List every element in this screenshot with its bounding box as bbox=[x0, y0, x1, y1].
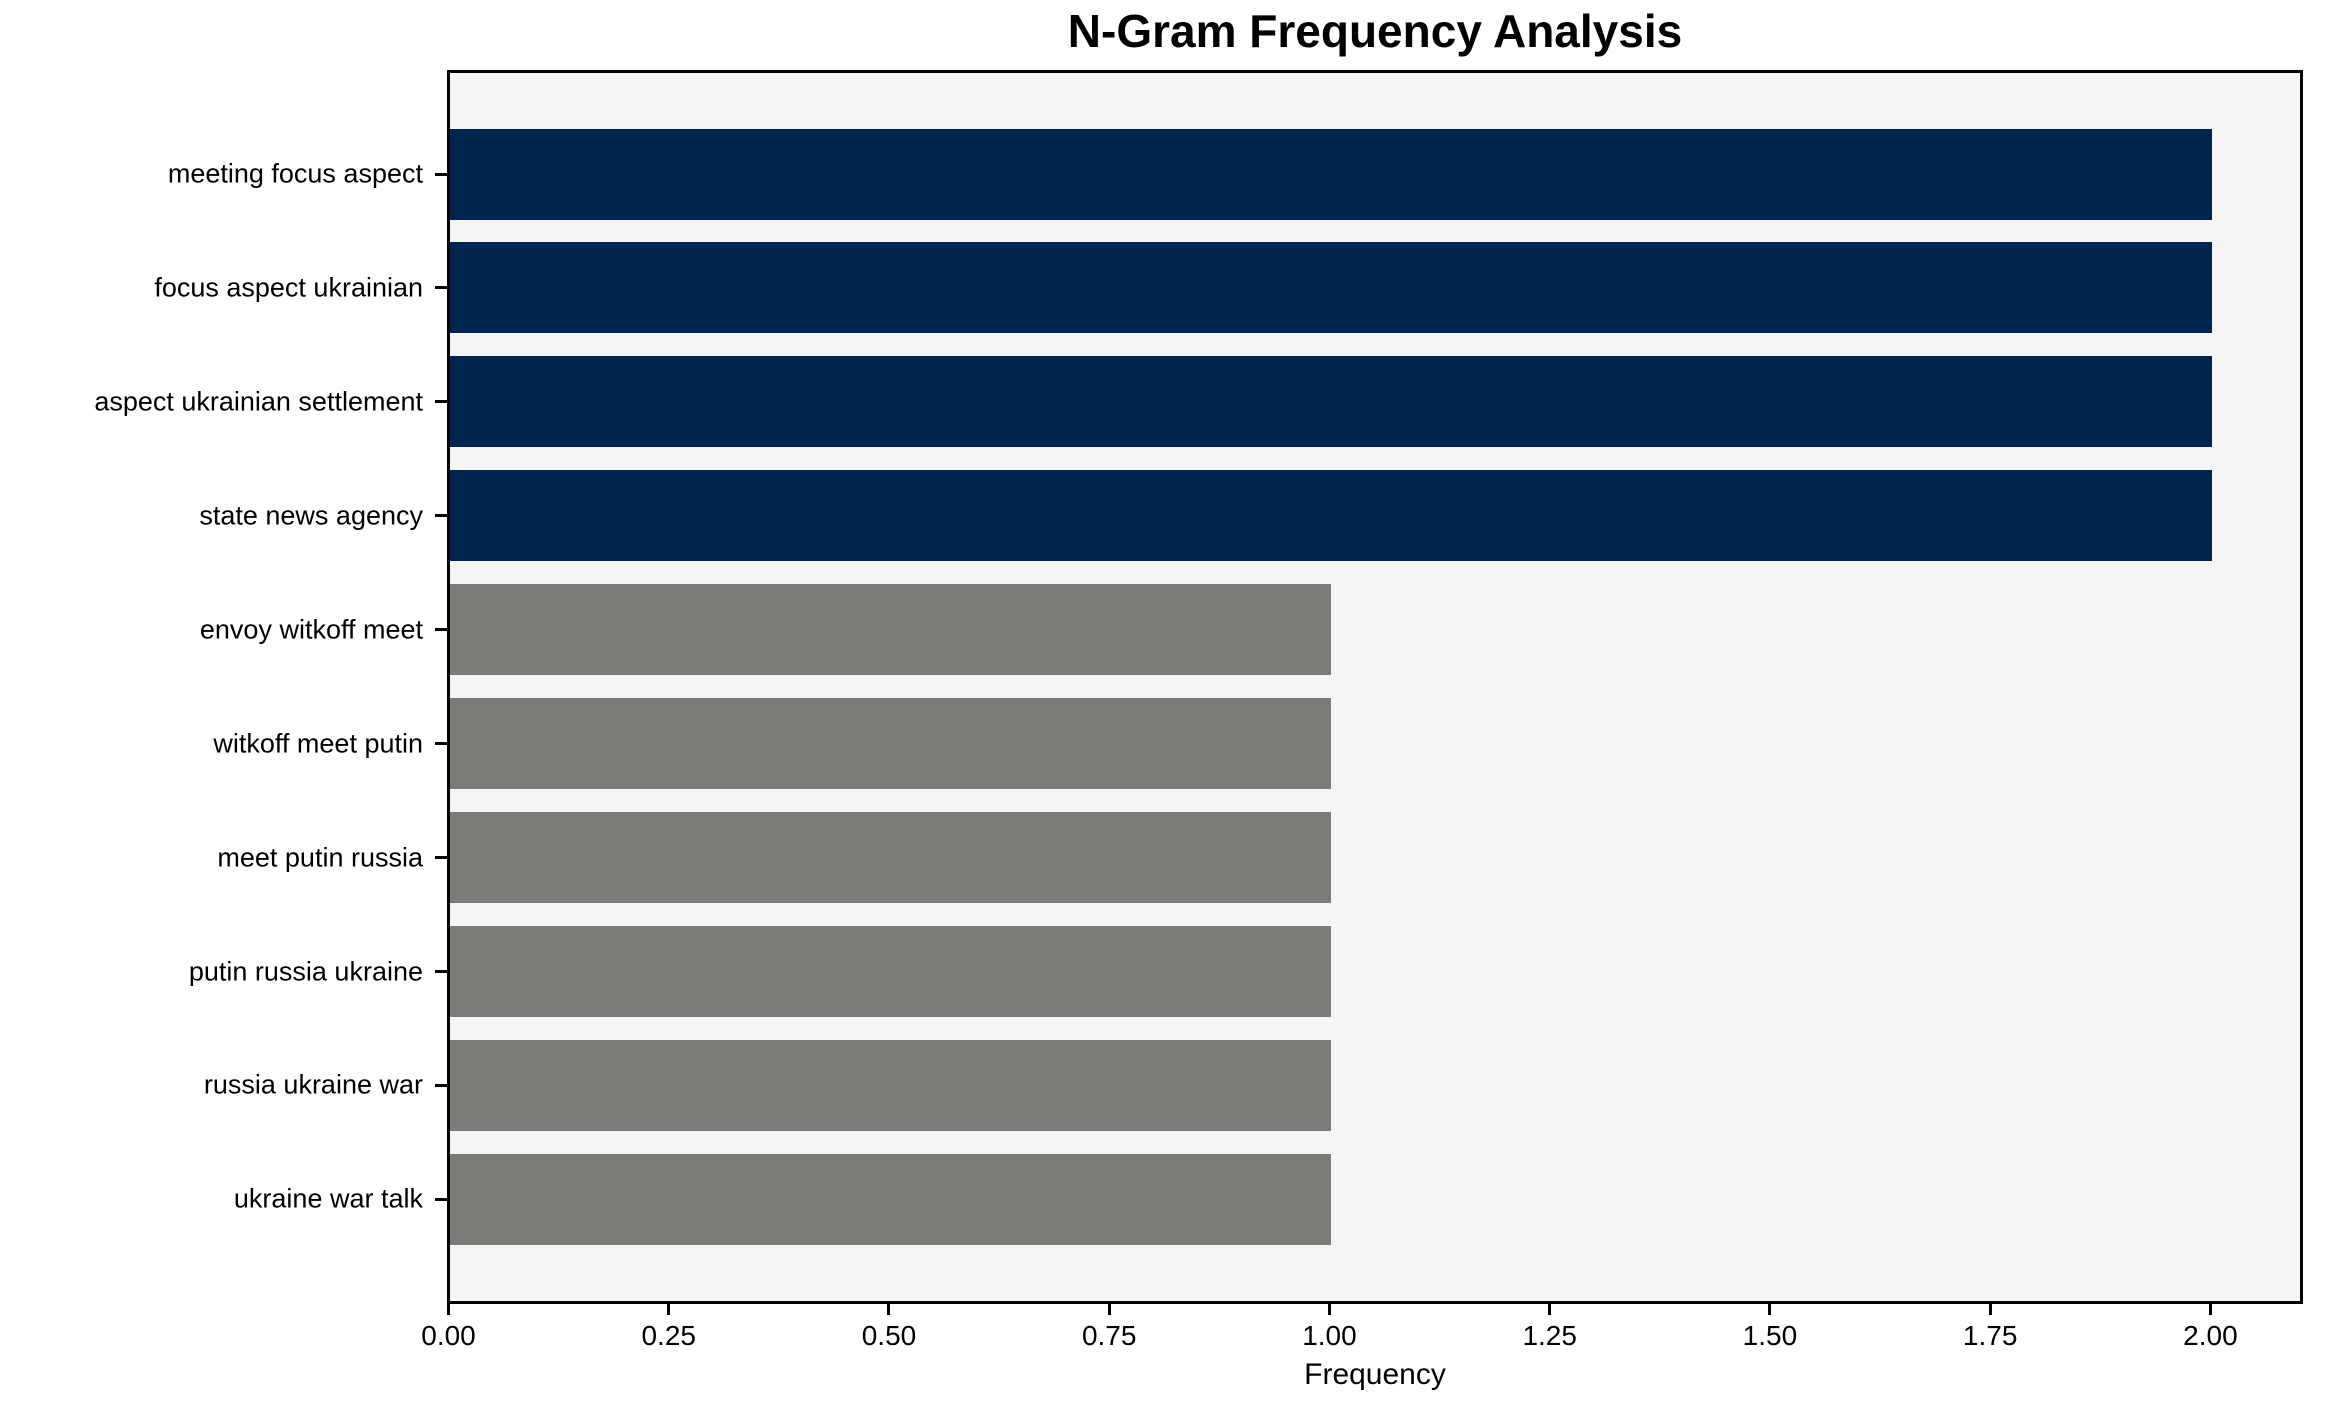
plot-area bbox=[447, 70, 2303, 1304]
y-tick-label: putin russia ukraine bbox=[188, 956, 423, 986]
bar bbox=[450, 584, 1331, 676]
y-tick bbox=[435, 1197, 447, 1201]
bar bbox=[450, 128, 2212, 220]
bar bbox=[450, 1039, 1331, 1131]
y-tick-label: witkoff meet putin bbox=[213, 728, 423, 759]
y-tick bbox=[435, 172, 447, 176]
x-tick-label: 1.25 bbox=[1522, 1320, 1577, 1351]
x-tick bbox=[1107, 1304, 1111, 1315]
x-tick-label: 1.00 bbox=[1302, 1320, 1357, 1351]
x-tick-label: 0.50 bbox=[861, 1320, 917, 1351]
bar bbox=[450, 1153, 1331, 1245]
bar bbox=[450, 812, 1331, 904]
x-tick bbox=[1768, 1304, 1772, 1315]
x-tick-label: 0.25 bbox=[641, 1320, 696, 1351]
bar bbox=[450, 698, 1331, 790]
bar bbox=[450, 926, 1331, 1017]
y-tick bbox=[435, 742, 447, 746]
bar bbox=[450, 356, 2212, 448]
bar bbox=[450, 242, 2212, 334]
x-axis-label: Frequency bbox=[1304, 1358, 1446, 1391]
x-tick-label: 1.75 bbox=[1962, 1320, 2018, 1351]
y-tick bbox=[435, 286, 447, 290]
y-tick bbox=[435, 970, 447, 973]
y-tick-label: aspect ukrainian settlement bbox=[94, 386, 423, 417]
y-tick-label: envoy witkoff meet bbox=[199, 614, 423, 645]
y-tick bbox=[435, 1083, 447, 1087]
x-tick bbox=[667, 1304, 671, 1315]
chart-title: N-Gram Frequency Analysis bbox=[1067, 5, 1683, 57]
x-tick-label: 0.00 bbox=[421, 1320, 476, 1351]
x-tick bbox=[2208, 1304, 2212, 1315]
y-tick bbox=[435, 400, 447, 404]
y-tick bbox=[435, 628, 447, 632]
x-tick-label: 0.75 bbox=[1081, 1320, 1137, 1351]
x-tick-label: 1.50 bbox=[1742, 1320, 1798, 1351]
y-tick-label: meet putin russia bbox=[217, 842, 423, 873]
y-axis-labels: meeting focus aspect focus aspect ukraini… bbox=[0, 0, 423, 1414]
x-tick-label: 2.00 bbox=[2183, 1320, 2238, 1351]
x-tick bbox=[1327, 1304, 1331, 1315]
y-tick-label: ukraine war talk bbox=[233, 1183, 423, 1214]
x-tick bbox=[1988, 1304, 1992, 1315]
x-tick bbox=[1548, 1304, 1552, 1315]
x-tick bbox=[887, 1304, 891, 1315]
y-tick-label: russia ukraine war bbox=[203, 1069, 423, 1100]
y-tick bbox=[435, 856, 447, 860]
y-tick-label: state news agency bbox=[199, 500, 423, 531]
x-tick bbox=[447, 1304, 450, 1315]
y-tick-label: focus aspect ukrainian bbox=[154, 272, 423, 303]
y-tick bbox=[435, 514, 447, 518]
bar bbox=[450, 470, 2212, 562]
y-tick-label: meeting focus aspect bbox=[167, 158, 423, 189]
